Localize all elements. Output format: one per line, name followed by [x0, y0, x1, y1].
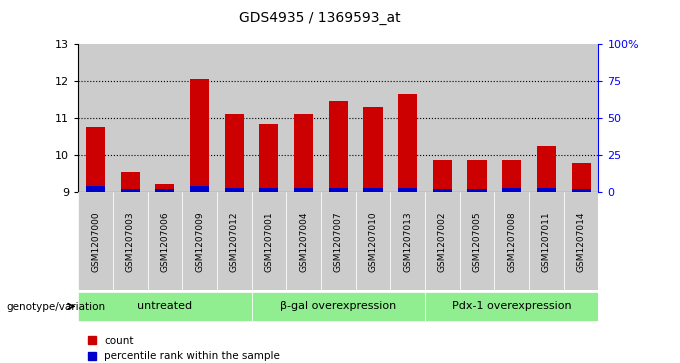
Bar — [494, 44, 529, 192]
Bar — [564, 44, 598, 192]
Text: GSM1207004: GSM1207004 — [299, 211, 308, 272]
Bar — [494, 192, 529, 290]
Bar — [294, 114, 313, 192]
Bar — [252, 192, 286, 290]
Bar — [467, 160, 487, 192]
Bar — [390, 192, 425, 290]
Bar — [155, 184, 175, 192]
Bar — [286, 192, 321, 290]
Bar — [356, 192, 390, 290]
Bar — [113, 192, 148, 290]
Bar — [502, 188, 522, 192]
Bar — [321, 44, 356, 192]
Bar — [86, 187, 105, 192]
Text: GSM1207003: GSM1207003 — [126, 211, 135, 272]
Text: GSM1207012: GSM1207012 — [230, 211, 239, 272]
Text: GSM1207010: GSM1207010 — [369, 211, 377, 272]
Bar — [148, 44, 182, 192]
Bar — [224, 188, 244, 192]
Text: GSM1207001: GSM1207001 — [265, 211, 273, 272]
Bar — [571, 189, 591, 192]
Bar — [120, 172, 140, 192]
Bar — [425, 192, 460, 290]
Bar — [86, 127, 105, 192]
Bar — [467, 189, 487, 192]
Text: GSM1207009: GSM1207009 — [195, 211, 204, 272]
Bar — [148, 192, 182, 290]
Bar — [529, 44, 564, 192]
Text: GSM1207005: GSM1207005 — [473, 211, 481, 272]
Text: GSM1207000: GSM1207000 — [91, 211, 100, 272]
Bar — [321, 192, 356, 290]
Bar — [182, 44, 217, 192]
Text: untreated: untreated — [137, 301, 192, 311]
Bar — [425, 44, 460, 192]
Bar — [155, 189, 175, 192]
Bar — [120, 189, 140, 192]
Bar — [217, 44, 252, 192]
Bar — [252, 44, 286, 192]
Text: β-gal overexpression: β-gal overexpression — [280, 301, 396, 311]
Bar — [390, 44, 425, 192]
Bar — [571, 163, 591, 192]
Bar — [217, 192, 252, 290]
Bar — [78, 192, 113, 290]
Bar — [460, 192, 494, 290]
Text: GSM1207007: GSM1207007 — [334, 211, 343, 272]
Bar — [356, 44, 390, 192]
Text: GSM1207014: GSM1207014 — [577, 211, 585, 272]
Bar — [259, 123, 279, 192]
Bar — [294, 188, 313, 192]
Bar — [113, 44, 148, 192]
Bar — [190, 79, 209, 192]
Bar — [328, 188, 348, 192]
Bar — [252, 292, 425, 322]
Text: genotype/variation: genotype/variation — [7, 302, 106, 312]
Text: GSM1207006: GSM1207006 — [160, 211, 169, 272]
Bar — [78, 292, 252, 322]
Bar — [398, 94, 418, 192]
Text: Pdx-1 overexpression: Pdx-1 overexpression — [452, 301, 571, 311]
Bar — [529, 192, 564, 290]
Bar — [398, 188, 418, 192]
Bar — [190, 187, 209, 192]
Bar — [425, 292, 598, 322]
Bar — [564, 192, 598, 290]
Bar — [363, 188, 383, 192]
Bar — [328, 101, 348, 192]
Bar — [537, 146, 556, 192]
Text: GDS4935 / 1369593_at: GDS4935 / 1369593_at — [239, 11, 401, 25]
Bar — [537, 188, 556, 192]
Bar — [432, 189, 452, 192]
Bar — [286, 44, 321, 192]
Bar — [224, 114, 244, 192]
Bar — [78, 44, 113, 192]
Text: GSM1207011: GSM1207011 — [542, 211, 551, 272]
Bar — [363, 107, 383, 192]
Bar — [259, 188, 279, 192]
Bar — [182, 192, 217, 290]
Bar — [502, 160, 522, 192]
Bar — [432, 160, 452, 192]
Bar — [460, 44, 494, 192]
Text: GSM1207008: GSM1207008 — [507, 211, 516, 272]
Text: GSM1207002: GSM1207002 — [438, 211, 447, 272]
Text: GSM1207013: GSM1207013 — [403, 211, 412, 272]
Legend: count, percentile rank within the sample: count, percentile rank within the sample — [84, 332, 284, 363]
